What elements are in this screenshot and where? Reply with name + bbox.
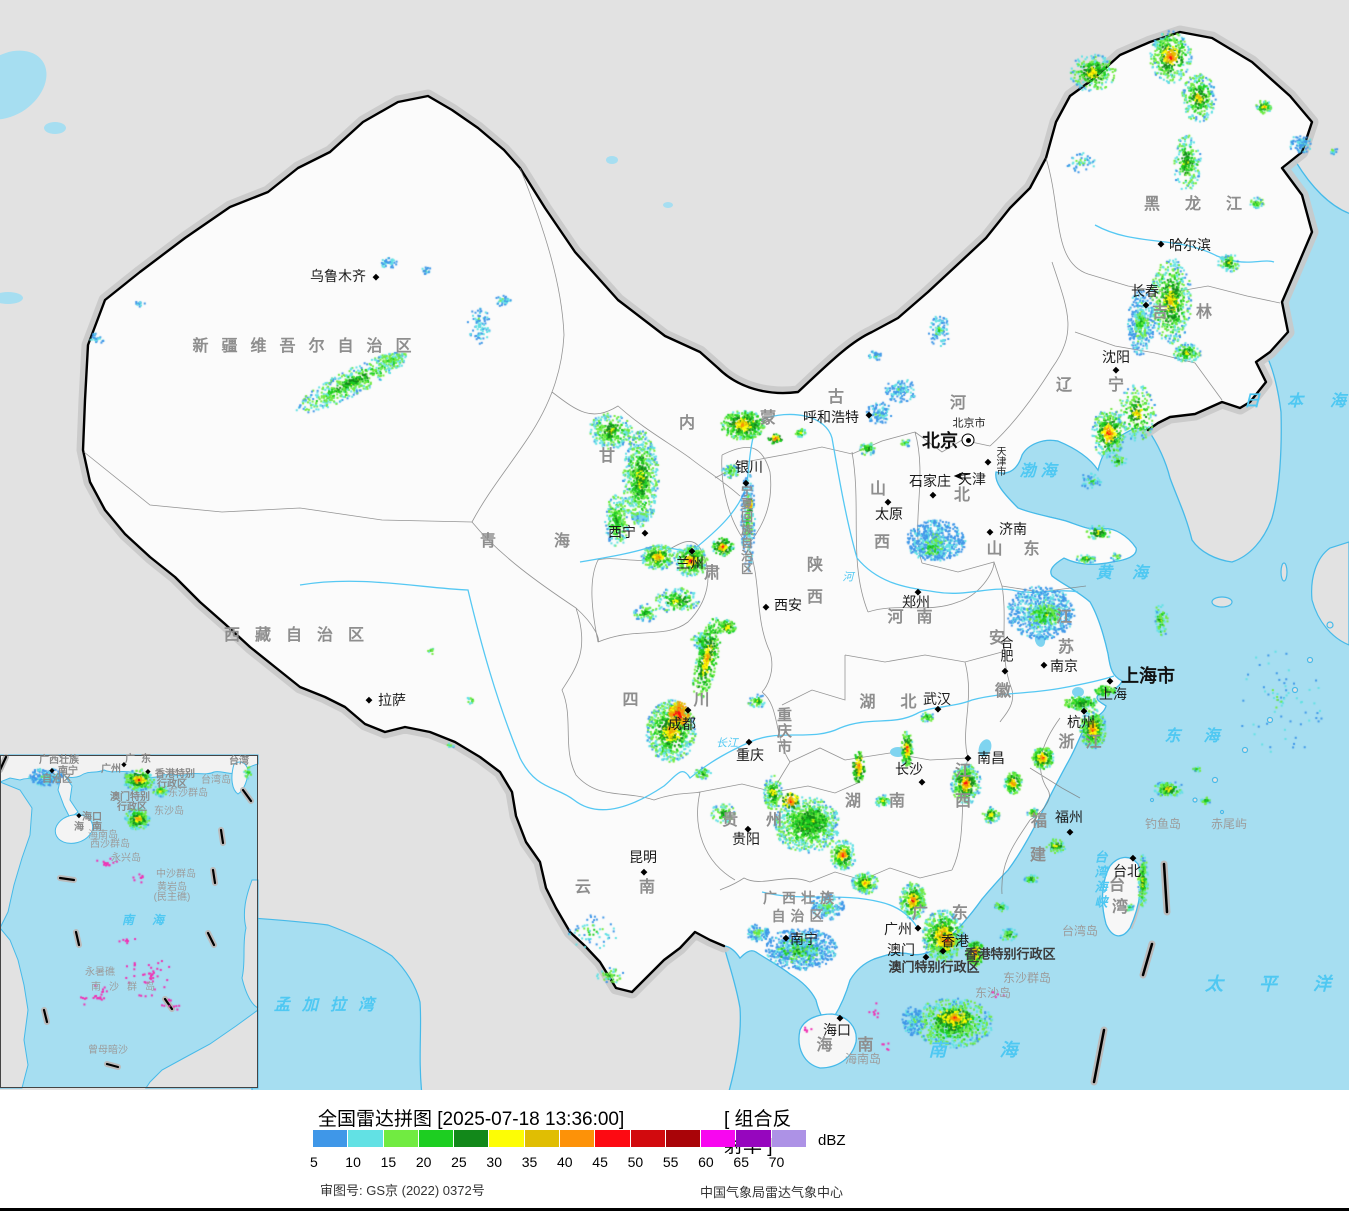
- legend-swatch-45: [595, 1130, 629, 1147]
- legend-tick-30: 30: [486, 1154, 502, 1170]
- legend-tick-65: 65: [733, 1154, 749, 1170]
- legend-title: 全国雷达拼图 [2025-07-18 13:36:00]: [318, 1104, 624, 1131]
- legend-swatch-40: [560, 1130, 594, 1147]
- legend-swatch-15: [384, 1130, 418, 1147]
- legend-colorbar: [313, 1130, 807, 1147]
- legend-tick-20: 20: [416, 1154, 432, 1170]
- legend-tick-40: 40: [557, 1154, 573, 1170]
- map-approval-number: 审图号: GS京 (2022) 0372号: [320, 1180, 485, 1199]
- legend-tick-60: 60: [698, 1154, 714, 1170]
- legend-swatch-60: [701, 1130, 735, 1147]
- legend-tick-55: 55: [663, 1154, 679, 1170]
- legend-tick-25: 25: [451, 1154, 467, 1170]
- legend-swatch-30: [489, 1130, 523, 1147]
- legend-swatch-70: [772, 1130, 806, 1147]
- legend-tick-45: 45: [592, 1154, 608, 1170]
- legend-tick-10: 10: [345, 1154, 361, 1170]
- legend-swatch-5: [313, 1130, 347, 1147]
- legend-unit: dBZ: [818, 1132, 846, 1149]
- legend-tick-35: 35: [522, 1154, 538, 1170]
- legend-swatch-55: [666, 1130, 700, 1147]
- legend-swatch-65: [736, 1130, 770, 1147]
- agency-name: 中国气象局雷达气象中心: [700, 1182, 960, 1201]
- legend-swatch-50: [631, 1130, 665, 1147]
- legend-panel: 全国雷达拼图 [2025-07-18 13:36:00] [ 组合反射率 ] d…: [0, 1090, 1349, 1205]
- legend-tick-50: 50: [628, 1154, 644, 1170]
- legend-tick-70: 70: [769, 1154, 785, 1170]
- legend-swatch-25: [454, 1130, 488, 1147]
- legend-swatch-35: [525, 1130, 559, 1147]
- legend-tick-15: 15: [381, 1154, 397, 1170]
- radar-echo-layer: [0, 0, 1349, 1090]
- legend-swatch-20: [419, 1130, 453, 1147]
- legend-tick-5: 5: [310, 1154, 318, 1170]
- legend-swatch-10: [348, 1130, 382, 1147]
- china-radar-map: 新疆维吾尔自治区西藏自治区青海甘肃内蒙古宁夏回族自治区陕西山西河北山东河南江苏安…: [0, 0, 1349, 1090]
